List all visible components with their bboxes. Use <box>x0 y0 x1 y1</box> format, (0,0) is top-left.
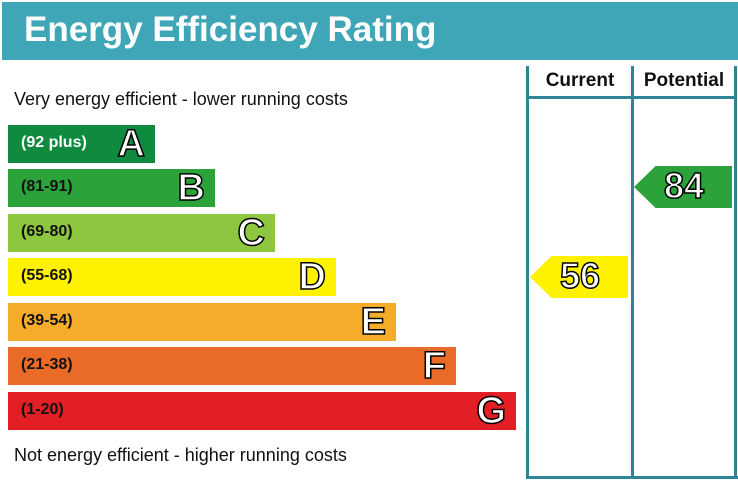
bottom-note: Not energy efficient - higher running co… <box>14 445 347 465</box>
current-rating-value: 56 <box>559 255 601 297</box>
band-letter: A <box>117 122 146 166</box>
band-range: (92 plus) <box>21 134 87 151</box>
divider-right <box>734 66 737 479</box>
band-c: (69-80) C <box>8 211 275 255</box>
bottom-divider <box>527 476 738 479</box>
band-letter: F <box>422 344 447 388</box>
band-a: (92 plus) A <box>8 122 155 166</box>
band-letter: D <box>298 255 327 299</box>
band-range: (55-68) <box>21 267 73 284</box>
column-current: Current <box>545 70 615 91</box>
potential-rating-arrow: 84 <box>634 166 732 208</box>
band-e: (39-54) E <box>8 300 396 344</box>
header-divider <box>527 96 737 99</box>
band-b: (81-91) B <box>8 166 215 210</box>
band-range: (39-54) <box>21 312 73 329</box>
band-range: (1-20) <box>21 401 64 418</box>
top-note: Very energy efficient - lower running co… <box>14 89 348 109</box>
band-range: (81-91) <box>21 178 73 195</box>
band-letter: C <box>237 211 266 255</box>
divider-current <box>526 66 529 479</box>
band-g: (1-20) G <box>8 389 516 433</box>
title-bar: Energy Efficiency Rating <box>2 2 738 60</box>
chart-title: Energy Efficiency Rating <box>24 10 437 49</box>
band-range: (69-80) <box>21 223 73 240</box>
divider-potential <box>631 66 634 479</box>
band-range: (21-38) <box>21 356 73 373</box>
band-letter: E <box>360 300 387 344</box>
current-rating-arrow: 56 <box>530 256 628 298</box>
band-f: (21-38) F <box>8 344 456 388</box>
band-letter: G <box>476 389 507 433</box>
band-d: (55-68) D <box>8 255 336 299</box>
column-potential: Potential <box>643 70 725 91</box>
potential-rating-value: 84 <box>663 165 705 207</box>
band-letter: B <box>177 166 206 210</box>
